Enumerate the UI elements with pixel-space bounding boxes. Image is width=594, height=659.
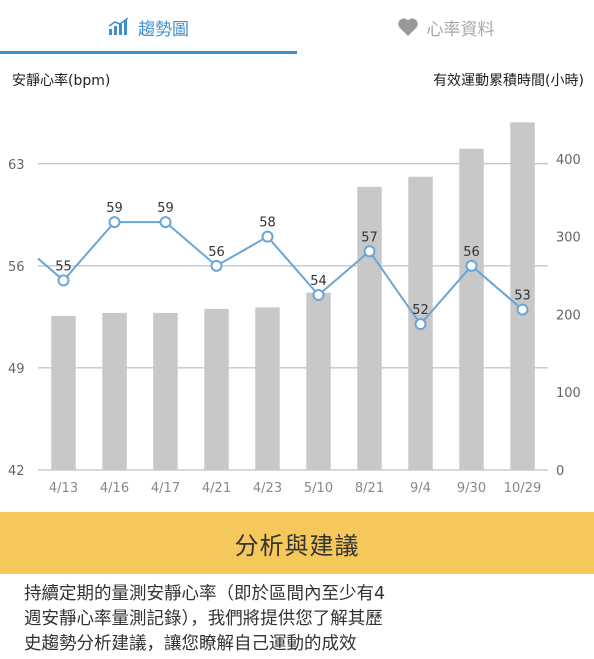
left-tick-label: 56 — [8, 260, 25, 275]
analysis-description-line: 週安靜心率量測記錄），我們將提供您了解其歷 — [24, 609, 383, 629]
data-label: 57 — [361, 230, 378, 245]
bar-chart-icon — [108, 18, 130, 36]
analysis-section-title: 分析與建議 — [234, 531, 360, 560]
bar — [153, 312, 178, 470]
x-tick-label: 9/30 — [457, 481, 486, 496]
left-tick-label: 49 — [8, 362, 25, 377]
x-tick-label: 4/23 — [253, 481, 282, 496]
analysis-description-line: 持續定期的量測安靜心率（即於區間內至少有4 — [24, 584, 386, 604]
left-tick-label: 63 — [8, 158, 25, 173]
left-axis-title: 安靜心率(bpm) — [12, 73, 111, 89]
data-point — [363, 245, 376, 258]
data-point — [312, 289, 325, 301]
left-tick-label: 42 — [8, 464, 25, 479]
data-point — [465, 259, 478, 272]
right-tick-label: 300 — [556, 231, 581, 246]
right-tick-label: 100 — [556, 386, 581, 401]
x-tick-label: 5/10 — [304, 481, 333, 496]
data-label: 56 — [208, 245, 225, 260]
bar — [102, 312, 127, 470]
bar — [510, 122, 535, 470]
data-point — [108, 216, 121, 229]
x-tick-label: 10/29 — [504, 481, 541, 496]
data-label: 53 — [514, 289, 531, 304]
x-tick-label: 4/13 — [49, 481, 78, 496]
tab-trend-chart-label: 趨勢圖 — [138, 19, 189, 40]
heart-rate-line — [37, 221, 524, 326]
data-label: 52 — [412, 303, 429, 318]
data-label: 59 — [157, 201, 174, 216]
bar — [306, 292, 331, 470]
bar — [459, 148, 484, 470]
analysis-section-header: 分析與建議 — [0, 512, 594, 574]
right-tick-label: 0 — [556, 464, 564, 479]
bar — [357, 186, 382, 470]
tab-heart-rate-data-label: 心率資料 — [426, 19, 495, 40]
data-label: 59 — [106, 201, 123, 216]
analysis-description-line: 史趨勢分析建議，讓您瞭解自己運動的成效 — [24, 634, 357, 654]
heart-icon — [397, 17, 419, 37]
bar — [255, 307, 280, 470]
data-point — [210, 259, 223, 272]
data-point — [414, 318, 427, 331]
data-label: 58 — [259, 216, 276, 231]
tab-bar: 趨勢圖 心率資料 — [0, 0, 594, 54]
tab-heart-rate-data[interactable]: 心率資料 — [297, 0, 594, 54]
x-tick-label: 8/21 — [355, 481, 384, 496]
analysis-description: 持續定期的量測安靜心率（即於區間內至少有4 週安靜心率量測記錄），我們將提供您了… — [24, 582, 576, 657]
x-tick-label: 4/21 — [202, 481, 231, 496]
right-axis-title: 有效運動累積時間(小時) — [433, 73, 584, 89]
trend-chart: 42 49 56 63 0 100 200 300 400 4/13 4/16 4/17 4/21 4/2… — [8, 122, 581, 496]
data-point — [159, 216, 172, 229]
tab-trend-chart[interactable]: 趨勢圖 — [0, 0, 297, 54]
x-tick-label: 4/17 — [151, 481, 180, 496]
x-tick-label: 9/4 — [410, 481, 431, 496]
right-tick-label: 400 — [556, 153, 581, 168]
data-point — [516, 303, 529, 316]
bar — [204, 309, 229, 470]
data-label: 56 — [463, 245, 480, 260]
right-tick-label: 200 — [556, 308, 581, 323]
data-point — [261, 230, 274, 243]
data-label: 54 — [310, 274, 327, 289]
data-point — [57, 274, 70, 287]
bar — [51, 316, 76, 470]
x-tick-label: 4/16 — [100, 481, 129, 496]
data-label: 55 — [55, 259, 72, 274]
